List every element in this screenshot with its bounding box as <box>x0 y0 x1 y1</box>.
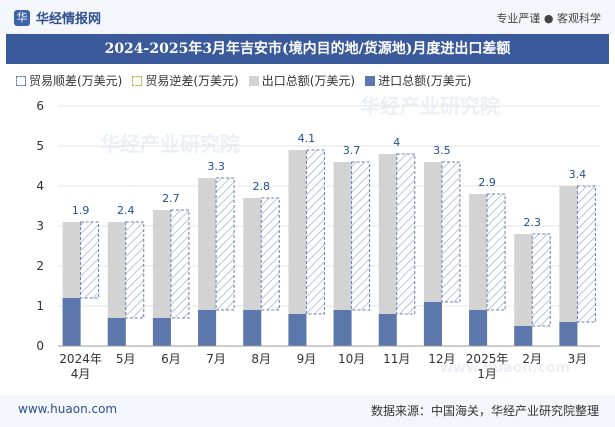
import-bar <box>288 314 307 346</box>
data-label: 4.1 <box>298 132 316 145</box>
y-tick-label: 6 <box>36 99 44 113</box>
import-swatch-icon <box>365 75 376 86</box>
surplus-bar <box>531 233 551 327</box>
total-bar <box>423 162 442 346</box>
total-bar <box>152 210 171 346</box>
data-label: 2.3 <box>524 216 542 229</box>
surplus-bar <box>260 197 280 311</box>
chart-plot: 1.9 2.4 2.7 3.3 2.8 4.1 3.7 4 3.5 2.9 2.3 3.4 0 1 2 3 4… <box>36 99 600 381</box>
legend-item-total[interactable]: 出口总额(万美元) <box>248 72 356 89</box>
y-tick-label: 2 <box>36 259 44 273</box>
total-bar <box>243 198 262 346</box>
x-tick-label: 10月 <box>338 352 365 366</box>
legend-label-import: 进口总额(万美元) <box>378 74 472 88</box>
surplus-bar <box>80 221 100 299</box>
import-bar <box>333 310 352 346</box>
chart-title: 2024-2025年3月年吉安市(境内目的地/货源地)月度进出口差额 <box>104 41 511 57</box>
x-tick-label: 4月 <box>71 367 91 381</box>
data-label: 2.9 <box>478 176 496 189</box>
y-tick-label: 3 <box>36 219 44 233</box>
surplus-bar <box>125 221 145 319</box>
legend-item-deficit[interactable]: 贸易逆差(万美元) <box>132 72 239 89</box>
data-label: 3.7 <box>343 144 361 157</box>
surplus-bar <box>576 185 596 323</box>
y-tick-label: 4 <box>36 179 44 193</box>
total-bar <box>333 162 352 346</box>
legend-label-deficit: 贸易逆差(万美元) <box>145 74 239 88</box>
x-tick-label: 3月 <box>568 352 588 366</box>
x-tick-label: 12月 <box>428 352 455 366</box>
data-label: 2.7 <box>162 192 180 205</box>
surplus-bar <box>170 209 190 319</box>
import-bar <box>559 322 578 346</box>
x-tick-label: 9月 <box>297 352 317 366</box>
total-bar <box>514 234 533 346</box>
total-bar <box>559 186 578 346</box>
footer-source: 数据来源：中国海关，华经产业研究院整理 <box>370 404 599 418</box>
import-bar <box>107 318 126 346</box>
legend-label-surplus: 贸易顺差(万美元) <box>29 74 123 88</box>
x-tick-label: 11月 <box>383 352 410 366</box>
x-tick-label: 5月 <box>116 352 136 366</box>
surplus-bar <box>396 153 416 315</box>
x-tick-label: 8月 <box>251 352 271 366</box>
legend-item-import[interactable]: 进口总额(万美元) <box>365 72 472 89</box>
x-tick-label: 2024年 <box>59 352 102 366</box>
import-bar <box>62 298 81 346</box>
footer: www.huaon.com 数据来源：中国海关，华经产业研究院整理 <box>0 395 615 427</box>
x-tick-label: 2025年 <box>466 352 509 366</box>
legend: 贸易顺差(万美元) 贸易逆差(万美元) 出口总额(万美元) 进口总额(万美元) <box>16 72 472 89</box>
import-bar <box>469 310 488 346</box>
surplus-swatch-icon <box>16 75 26 86</box>
total-bar <box>107 222 126 346</box>
logo-icon: 华 <box>14 9 30 26</box>
data-label: 4 <box>393 136 400 149</box>
surplus-bar <box>305 149 325 315</box>
surplus-bar <box>215 177 235 311</box>
x-tick-label: 1月 <box>477 367 497 381</box>
total-bar <box>288 150 307 346</box>
import-bar <box>514 326 533 346</box>
legend-item-surplus[interactable]: 贸易顺差(万美元) <box>16 72 122 89</box>
title-bar: 2024-2025年3月年吉安市(境内目的地/货源地)月度进出口差额 <box>6 34 609 64</box>
data-label: 1.9 <box>72 204 90 217</box>
watermark: www.huaon.com <box>440 360 571 376</box>
x-tick-label: 7月 <box>206 352 226 366</box>
import-bar <box>152 318 171 346</box>
total-bar <box>378 154 397 346</box>
total-swatch-icon <box>248 75 259 86</box>
y-tick-label: 0 <box>36 339 44 353</box>
import-bar <box>423 302 442 346</box>
x-tick-label: 6月 <box>161 352 181 366</box>
surplus-bar <box>486 193 506 311</box>
y-tick-label: 1 <box>36 299 44 313</box>
footer-url[interactable]: www.huaon.com <box>18 402 118 416</box>
site-name: 华经情报网 <box>36 12 102 27</box>
data-label: 3.5 <box>433 144 451 157</box>
y-tick-label: 5 <box>36 139 44 153</box>
import-bar <box>198 310 217 346</box>
watermark: 华经产业研究院 <box>100 132 240 156</box>
top-bar: 华 华经情报网 专业严谨 ● 客观科学 <box>0 0 615 34</box>
total-bar <box>469 194 488 346</box>
deficit-swatch-icon <box>132 75 143 86</box>
legend-label-total: 出口总额(万美元) <box>261 74 356 88</box>
data-label: 2.4 <box>117 204 135 217</box>
import-bar <box>243 310 262 346</box>
tagline: 专业严谨 ● 客观科学 <box>496 12 601 25</box>
data-label: 3.3 <box>207 160 225 173</box>
import-bar <box>378 314 397 346</box>
surplus-bar <box>351 161 371 311</box>
data-label: 2.8 <box>253 180 271 193</box>
surplus-bar <box>441 161 461 303</box>
x-tick-label: 2月 <box>522 352 542 366</box>
total-bar <box>198 178 217 346</box>
data-label: 3.4 <box>569 168 587 181</box>
brand[interactable]: 华 华经情报网 <box>14 8 101 27</box>
